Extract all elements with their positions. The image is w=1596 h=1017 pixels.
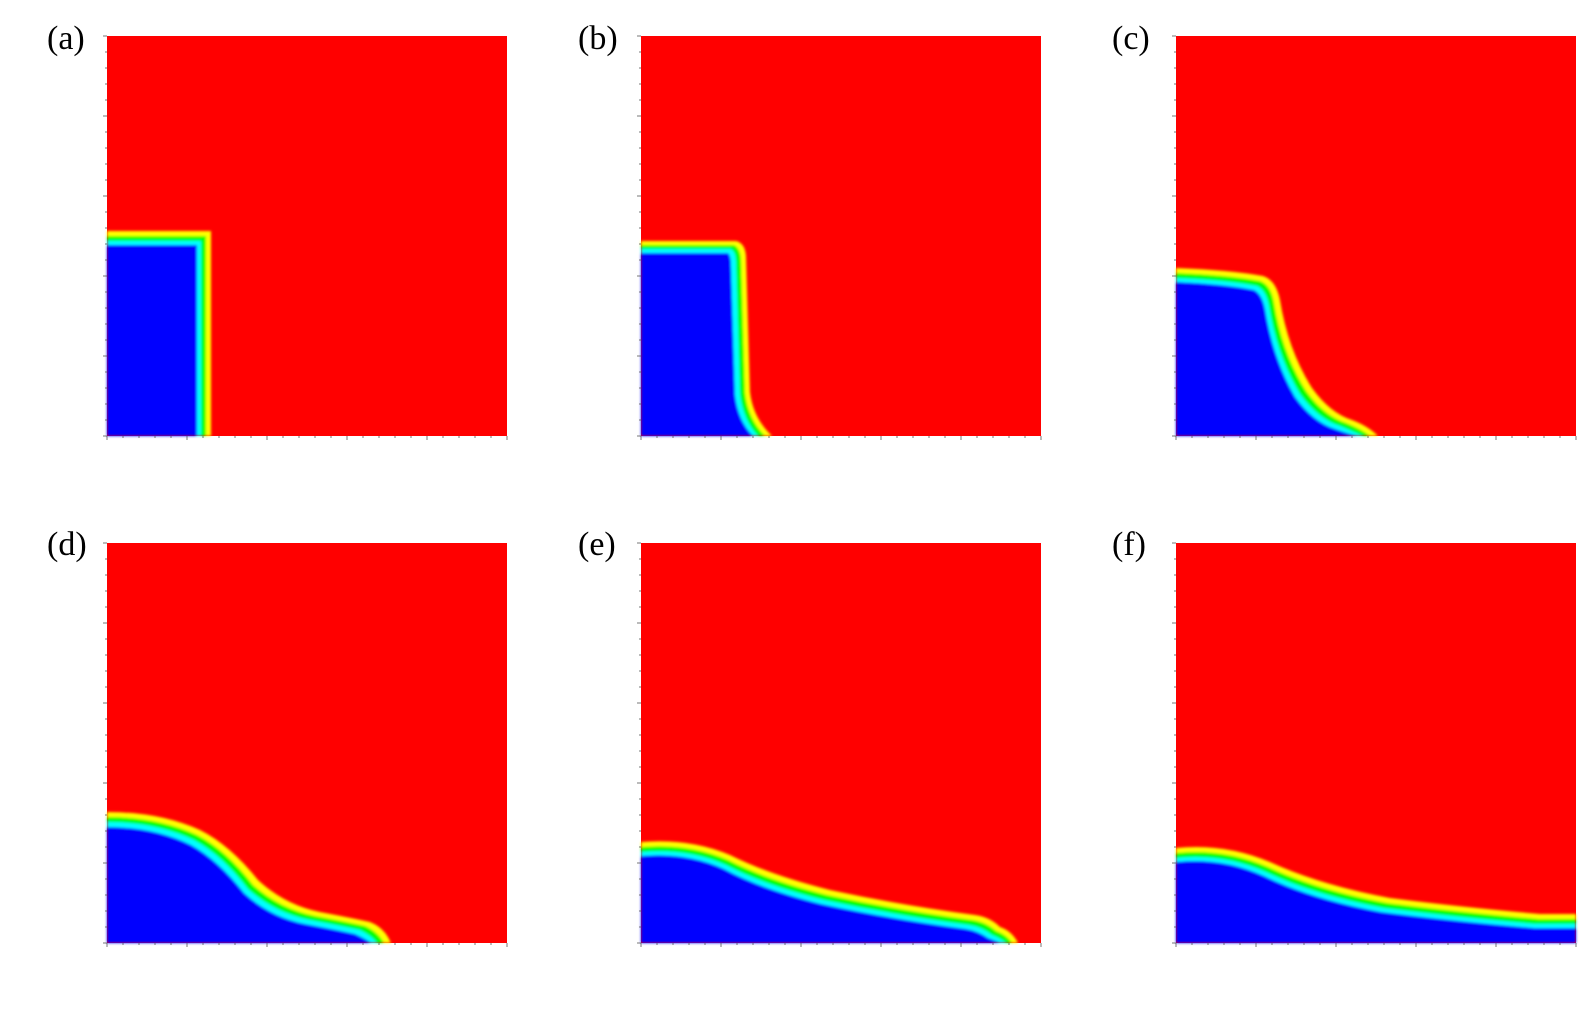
panel-label-c: (c) [1112, 20, 1150, 57]
panel-d [103, 542, 508, 947]
panel-label-a: (a) [47, 20, 85, 57]
panel-a-blue-phase [107, 245, 197, 436]
panel-e [637, 542, 1042, 947]
panel-b-blue-phase [641, 253, 753, 436]
panel-c-blue-phase [1176, 282, 1357, 436]
panel-f [1172, 542, 1577, 947]
panel-d-ticks [103, 542, 508, 947]
panel-label-e: (e) [578, 526, 616, 563]
panel-label-d: (d) [47, 526, 87, 563]
panel-d-blue-phase [107, 827, 371, 943]
panel-b [637, 35, 1042, 440]
panel-label-f: (f) [1112, 526, 1146, 563]
panel-e-ticks [637, 542, 1042, 947]
panel-a [103, 35, 508, 440]
panel-label-b: (b) [578, 20, 618, 57]
panel-e-blue-phase [641, 855, 1000, 943]
panel-c-ticks [1172, 35, 1577, 440]
panel-f-ticks [1172, 542, 1577, 947]
panel-b-ticks [637, 35, 1042, 440]
panel-f-blue-phase [1176, 860, 1576, 943]
panel-a-ticks [103, 35, 508, 440]
panel-c [1172, 35, 1577, 440]
